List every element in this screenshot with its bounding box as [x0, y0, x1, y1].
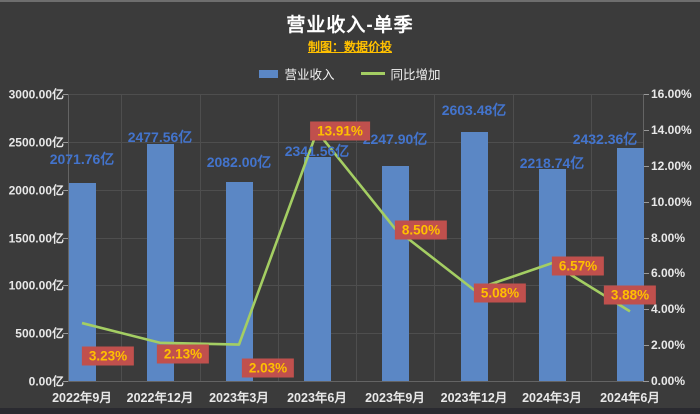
right-axis-tick-label: 6.00%: [651, 266, 686, 281]
right-axis-tick-label: 0.00%: [651, 374, 686, 388]
x-axis-line: [68, 381, 643, 382]
right-axis-tick: [643, 201, 649, 203]
right-axis-tick: [643, 94, 649, 95]
right-axis-tick: [643, 165, 649, 167]
right-axis-tick-label: 16.00%: [651, 87, 692, 101]
revenue-bar: [616, 148, 644, 381]
yoy-point-label: 3.88%: [603, 285, 657, 305]
yoy-point-label: 2.13%: [156, 344, 210, 364]
v-gridline: [200, 94, 201, 381]
revenue-bar-label: 2247.90亿: [362, 130, 428, 147]
left-axis-tick: [63, 94, 68, 95]
revenue-bar-label: 2603.48亿: [441, 101, 507, 118]
revenue-bar-label: 2477.56亿: [127, 128, 193, 145]
revenue-bar: [381, 165, 409, 381]
right-axis-tick: [643, 273, 649, 275]
v-gridline: [278, 94, 279, 381]
x-axis-label: 2024年3月: [522, 391, 582, 405]
left-axis-tick-label: 1500.00亿: [8, 231, 64, 245]
yoy-point-label: 13.91%: [310, 121, 370, 141]
chart-title: 营业收入-单季: [286, 15, 414, 36]
right-axis-tick: [643, 309, 649, 311]
top-edge-strip: [0, 0, 700, 2]
revenue-bar: [460, 131, 488, 381]
right-axis-tick-label: 10.00%: [651, 194, 692, 209]
x-axis-label: 2023年9月: [365, 391, 425, 405]
line-series-swatch-icon: [360, 72, 385, 75]
right-axis-line: [643, 94, 644, 381]
right-axis-tick-label: 14.00%: [651, 122, 692, 137]
bottom-edge-strip: [0, 408, 700, 414]
chart-subtitle: 制图：数据价投: [307, 40, 392, 54]
left-axis-tick-label: 1000.00亿: [8, 278, 64, 293]
legend-label-yoy: 同比增加: [390, 68, 441, 82]
x-axis-label: 2023年3月: [209, 391, 269, 405]
revenue-bar-label: 2071.76亿: [49, 150, 115, 167]
x-axis-label: 2023年6月: [287, 391, 347, 405]
yoy-point-label: 8.50%: [394, 220, 448, 240]
x-axis-label: 2022年9月: [52, 391, 112, 405]
left-axis-tick: [63, 285, 68, 287]
revenue-bar-label: 2218.74亿: [519, 154, 585, 171]
left-axis-tick: [63, 189, 68, 191]
left-axis-tick-label: 0.00亿: [28, 374, 64, 389]
left-axis-tick: [63, 333, 68, 335]
revenue-bar-label: 2082.00亿: [206, 153, 272, 170]
v-gridline: [513, 94, 514, 381]
legend-item-revenue: 营业收入: [259, 64, 335, 83]
x-axis-label: 2022年12月: [126, 391, 194, 405]
right-axis-tick: [643, 237, 649, 239]
left-axis-tick: [63, 237, 68, 239]
h-gridline: [68, 94, 643, 95]
revenue-bar: [225, 181, 253, 381]
left-axis-tick-label: 2000.00亿: [8, 183, 64, 198]
left-axis-tick: [63, 381, 68, 382]
right-axis-tick-label: 12.00%: [651, 158, 692, 173]
revenue-bar: [303, 156, 331, 381]
left-axis-tick-label: 500.00亿: [15, 326, 64, 341]
v-gridline: [121, 94, 122, 381]
yoy-point-label: 5.08%: [473, 283, 527, 303]
right-axis-tick: [643, 345, 649, 347]
revenue-bar-label: 2432.36亿: [572, 131, 638, 148]
legend: 营业收入 同比增加: [0, 64, 700, 83]
right-axis-tick-label: 4.00%: [651, 302, 686, 317]
legend-label-revenue: 营业收入: [284, 68, 335, 82]
yoy-point-label: 2.03%: [241, 358, 295, 378]
right-axis-tick: [643, 381, 649, 382]
x-axis-label: 2023年12月: [440, 391, 508, 405]
yoy-point-label: 3.23%: [81, 346, 135, 366]
right-axis-tick-label: 8.00%: [651, 230, 686, 245]
left-axis-tick-label: 2500.00亿: [8, 135, 64, 150]
right-axis-tick-label: 2.00%: [651, 338, 686, 353]
left-axis-tick: [63, 141, 68, 143]
revenue-bar-label: 2341.56亿: [284, 142, 350, 159]
legend-item-yoy: 同比增加: [360, 64, 441, 83]
right-axis-tick: [643, 129, 649, 131]
bar-series-swatch-icon: [259, 69, 279, 78]
x-axis-label: 2024年6月: [600, 391, 660, 405]
yoy-point-label: 6.57%: [551, 256, 605, 276]
left-axis-tick-label: 3000.00亿: [8, 87, 64, 102]
